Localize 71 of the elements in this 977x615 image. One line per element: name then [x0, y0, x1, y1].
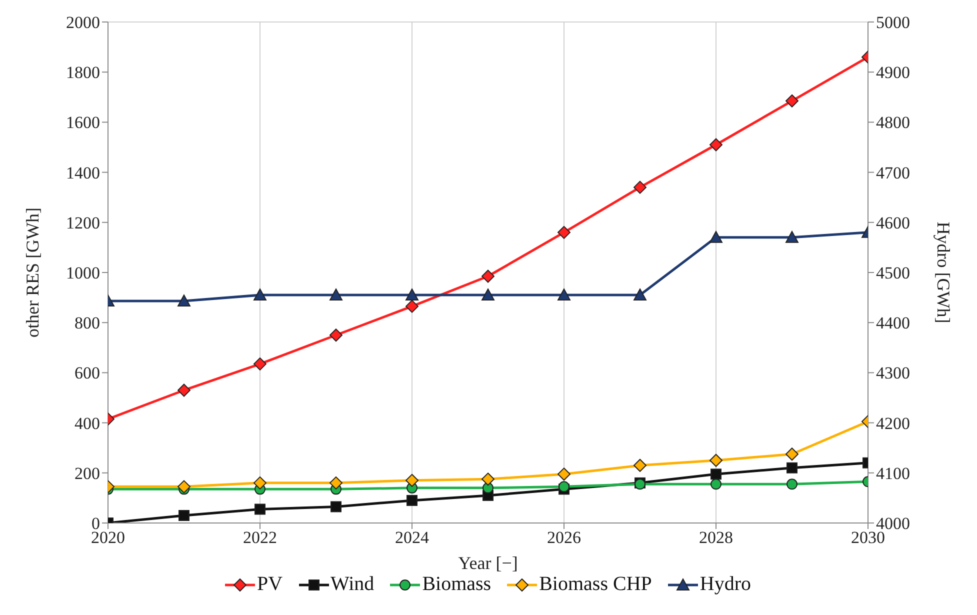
legend-label: PV [256, 573, 283, 596]
y2-tick-label: 5000 [876, 13, 910, 32]
point [786, 230, 798, 243]
point [786, 448, 798, 461]
y2-tick-label: 4700 [876, 163, 910, 182]
x-tick-label: 2024 [395, 528, 430, 548]
point [482, 482, 494, 494]
y-tick-label: 1600 [66, 113, 100, 132]
point [786, 94, 798, 108]
point [406, 288, 418, 301]
y-tick-label: 400 [74, 414, 100, 433]
y-axis-title: other RES [GWh] [22, 208, 42, 338]
point [254, 288, 266, 301]
legend-label: Hydro [698, 573, 752, 596]
point [710, 230, 722, 243]
y-tick-label: 1400 [66, 163, 100, 182]
point [406, 474, 418, 487]
point [406, 300, 418, 313]
point [178, 480, 190, 494]
point [330, 328, 342, 342]
point [482, 472, 494, 486]
y2-tick-label: 4400 [876, 314, 910, 333]
point [634, 458, 646, 472]
point [786, 462, 798, 474]
y2-tick-label: 4200 [876, 414, 910, 433]
point [178, 384, 190, 397]
x-tick-label: 2020 [91, 528, 125, 548]
y2-tick-label: 4600 [876, 213, 910, 232]
x-tick-label: 2030 [851, 528, 885, 548]
y2-tick-label: 4800 [876, 113, 910, 132]
y2-tick-label: 4500 [876, 264, 910, 283]
point [710, 468, 722, 480]
y2-axis-title: Hydro [GWh] [934, 222, 954, 324]
point [330, 501, 342, 512]
point [634, 288, 646, 301]
x-axis-title: Year [−] [458, 553, 518, 573]
point [254, 357, 266, 370]
point [558, 226, 570, 239]
legend-label: Wind [330, 573, 374, 596]
point [558, 468, 570, 481]
point [710, 138, 722, 152]
point [330, 476, 342, 490]
x-tick-label: 2028 [699, 528, 733, 548]
point [178, 510, 190, 521]
legend-label: Biomass CHP [538, 573, 652, 596]
y-tick-label: 1800 [66, 63, 100, 82]
y-tick-label: 1200 [66, 213, 100, 232]
point [178, 294, 190, 307]
y-tick-label: 2000 [66, 13, 100, 32]
y2-tick-label: 4300 [876, 364, 910, 383]
point [406, 494, 418, 506]
point [254, 504, 266, 515]
legend-label: Biomass [421, 573, 492, 596]
point [330, 288, 342, 301]
point [482, 270, 494, 283]
point [786, 478, 798, 490]
point [710, 454, 722, 467]
point [710, 478, 722, 490]
x-tick-label: 2022 [243, 528, 277, 548]
point [634, 180, 646, 194]
point [558, 288, 570, 301]
y2-tick-label: 4100 [876, 464, 910, 483]
y-tick-label: 600 [74, 364, 100, 383]
y-tick-label: 800 [74, 314, 100, 333]
x-tick-label: 2026 [547, 528, 581, 548]
y-tick-label: 1000 [66, 264, 100, 283]
y2-tick-label: 4900 [876, 63, 910, 82]
y-tick-label: 200 [74, 464, 100, 483]
point [254, 476, 266, 490]
point [558, 481, 570, 492]
point [482, 288, 494, 301]
